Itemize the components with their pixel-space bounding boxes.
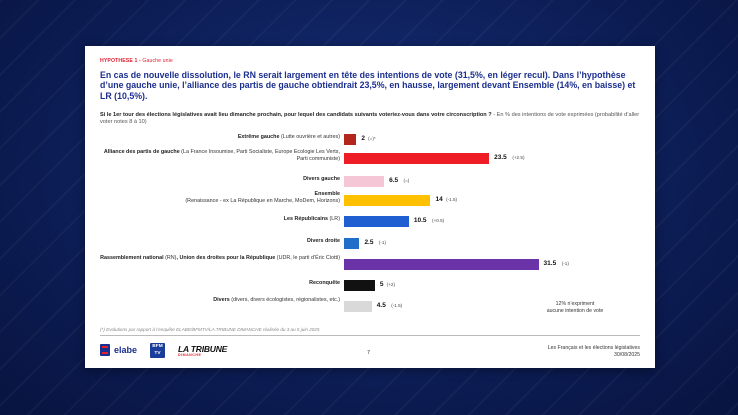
chart-row: Les Républicains (LR) 10.5 (+0.5) (85, 214, 655, 234)
bar (344, 280, 375, 291)
category-desc: (La France Insoumise, Parti Socialiste, … (179, 149, 340, 162)
bfmtv-logo-line2: TV (154, 351, 161, 356)
bar (344, 259, 539, 270)
la-tribune-logo-sub: DIMANCHE (178, 353, 202, 357)
evolution-label: (+2) (386, 282, 395, 287)
bar-value-label: 2.5 (364, 239, 374, 246)
chart-row: Extrême gauche (Lutte ouvrière et autres… (85, 132, 655, 152)
evolution-label: (-1) (561, 261, 569, 266)
category-name: Reconquête (309, 280, 340, 286)
category-name: Divers droite (307, 238, 340, 244)
bar (344, 195, 431, 206)
category-name: Divers gauche (303, 176, 340, 182)
bar-value-label: 14 (435, 196, 443, 203)
category-label: Alliance des partis de gauche (La France… (100, 149, 340, 162)
category-name: Divers (213, 297, 230, 303)
bar-value-label: 5 (379, 281, 384, 288)
chart-row: Ensemble (Renaissance - ex La République … (85, 191, 655, 213)
evolution-label: (+0.5) (432, 218, 445, 223)
bar-value-label: 4.5 (376, 302, 386, 309)
evolution-label: (=) (403, 178, 410, 183)
source-date: 30/08/2025 (614, 351, 640, 358)
bar (344, 301, 372, 312)
category-label: Divers (divers, divers écologistes, régi… (100, 297, 340, 304)
bar-value-label: 31.5 (543, 260, 557, 267)
survey-question: Si le 1er tour des élections législative… (100, 112, 648, 126)
evolution-label: (-1.5) (391, 303, 403, 308)
bar-value-label: 2 (361, 135, 365, 142)
chart-row: Divers droite 2.5 (-1) (85, 236, 655, 256)
presentation-slide: HYPOTHESE 1 - Gauche unie En cas de nouv… (85, 46, 655, 368)
bar-value-label: 10.5 (413, 217, 427, 224)
question-text: Si le 1er tour des élections législative… (100, 112, 492, 118)
evolution-label: (-1.5) (446, 197, 458, 202)
side-note-line2: aucune intention de vote (546, 307, 604, 314)
hypothesis-label: HYPOTHESE 1 - Gauche unie (100, 58, 173, 64)
category-desc: (divers, divers écologistes, régionalist… (229, 297, 340, 303)
category-label: Ensemble (Renaissance - ex La République … (100, 191, 340, 204)
chart-row: Alliance des partis de gauche (La France… (85, 149, 655, 171)
bfmtv-logo: BFM TV (150, 343, 165, 358)
category-desc: (Lutte ouvrière et autres) (279, 134, 340, 140)
hypothesis-title: HYPOTHESE 1 - (100, 58, 141, 64)
elabe-logo: elabe (100, 344, 137, 356)
chart-row: Reconquête 5 (+2) (85, 278, 655, 298)
evolution-label: (=)* (368, 136, 376, 141)
bar-value-label: 6.5 (389, 177, 399, 184)
category-name: Extrême gauche (237, 134, 280, 140)
hypothesis-subtitle: Gauche unie (142, 58, 173, 64)
la-tribune-logo-text: LA TRIBUNE (178, 344, 228, 354)
category-name: Les Républicains (283, 216, 329, 222)
category-desc-inline: (RN) (163, 255, 177, 261)
category-name: Alliance des partis de gauche (103, 149, 180, 155)
chart-row: Divers (divers, divers écologistes, régi… (85, 297, 655, 319)
category-name: Rassemblement national (100, 255, 164, 261)
category-label: Extrême gauche (Lutte ouvrière et autres… (100, 134, 340, 141)
category-label: Divers gauche (100, 176, 340, 183)
category-label: Divers droite (100, 238, 340, 245)
category-label: Rassemblement national (RN), Union des d… (100, 255, 340, 262)
bfmtv-logo-line1: BFM (152, 344, 163, 349)
bar (344, 134, 357, 145)
bar-value-label: 23.5 (494, 154, 507, 161)
bar (344, 238, 360, 249)
category-name: Ensemble (314, 191, 340, 197)
chart-row: Rassemblement national (RN), Union des d… (85, 255, 655, 277)
source-info: Les Français et les élections législativ… (548, 345, 640, 358)
source-title: Les Français et les élections législativ… (547, 345, 640, 351)
category-desc: (Renaissance - ex La République en March… (185, 197, 340, 204)
footnote: (*) Evolutions par rapport à l’enquête E… (100, 327, 320, 332)
headline: En cas de nouvelle dissolution, le RN se… (100, 70, 636, 101)
bar (344, 176, 385, 187)
bar (344, 153, 490, 164)
divider (100, 335, 640, 336)
category-desc: (LR) (328, 216, 341, 222)
evolution-label: (-1) (378, 240, 386, 245)
category-label: Reconquête (100, 280, 340, 287)
category-label: Les Républicains (LR) (100, 216, 340, 223)
page-number: 7 (367, 350, 370, 356)
category-desc: (UDR, le parti d’Éric Ciotti) (275, 255, 340, 261)
bar (344, 216, 409, 227)
question-note: - En % des intentions de vote exprimées … (100, 112, 640, 125)
chart-row: Divers gauche 6.5 (=) (85, 174, 655, 194)
elabe-mark-icon (100, 344, 110, 356)
category-name-continued: , Union des droites pour la République (176, 255, 276, 261)
evolution-label: (+2.5) (512, 155, 525, 160)
side-note: 12% n’expriment aucune intention de vote (525, 301, 625, 314)
la-tribune-logo: LA TRIBUNE DIMANCHE (178, 344, 227, 357)
elabe-logo-text: elabe (114, 345, 138, 355)
side-note-line1: 12% n’expriment (555, 301, 595, 307)
